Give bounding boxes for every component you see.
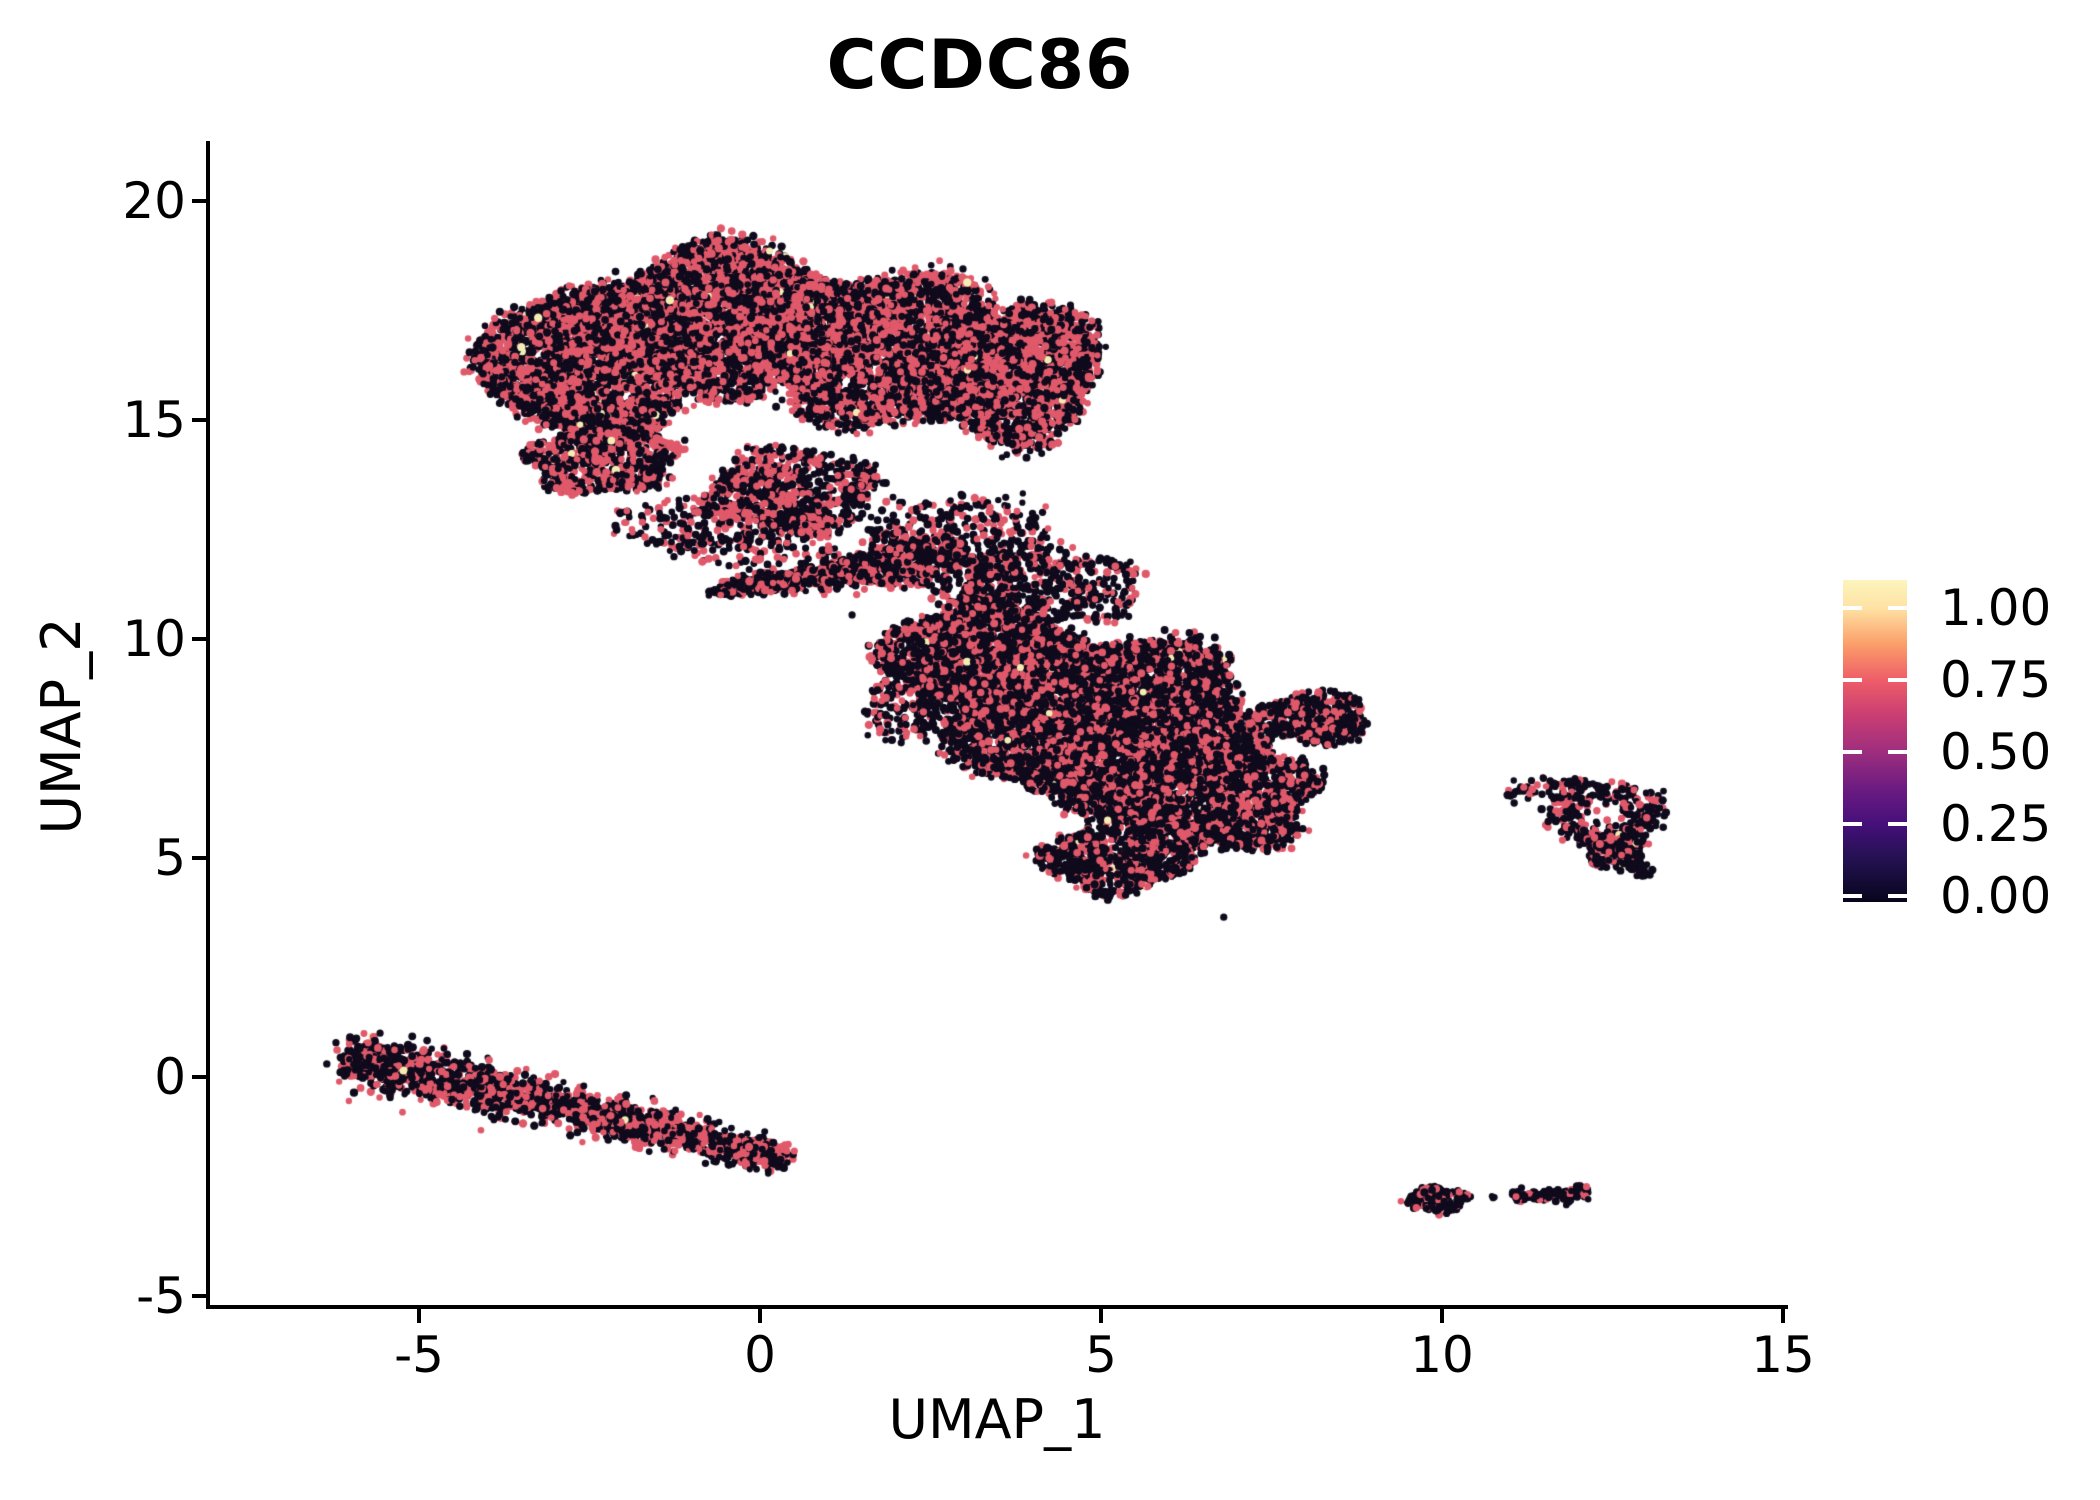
y-tick-mark-5 bbox=[192, 856, 206, 860]
x-tick-mark-5 bbox=[1099, 1309, 1103, 1323]
plot-title: CCDC86 bbox=[826, 26, 1134, 105]
y-tick-mark-15 bbox=[192, 418, 206, 422]
colorbar-tick-right-0.25 bbox=[1888, 822, 1907, 826]
y-tick-mark-10 bbox=[192, 637, 206, 641]
y-tick-mark--5 bbox=[192, 1294, 206, 1298]
colorbar-tick-right-0.5 bbox=[1888, 750, 1907, 754]
x-tick-mark--5 bbox=[417, 1309, 421, 1323]
colorbar-label-1.00: 1.00 bbox=[1940, 579, 2052, 637]
colorbar-tick-left-0.5 bbox=[1843, 750, 1862, 754]
y-tick-label-5: 5 bbox=[154, 829, 186, 887]
colorbar-label-0.00: 0.00 bbox=[1940, 867, 2052, 925]
colorbar-label-0.25: 0.25 bbox=[1940, 795, 2052, 853]
x-tick-label-15: 15 bbox=[1751, 1326, 1815, 1384]
x-tick-label-5: 5 bbox=[1085, 1326, 1117, 1384]
y-tick-label-0: 0 bbox=[154, 1048, 186, 1106]
x-tick-mark-0 bbox=[758, 1309, 762, 1323]
x-tick-label-10: 10 bbox=[1410, 1326, 1474, 1384]
y-axis-label: UMAP_2 bbox=[30, 617, 93, 835]
colorbar bbox=[1843, 580, 1907, 902]
x-tick-mark-10 bbox=[1440, 1309, 1444, 1323]
colorbar-tick-right-1 bbox=[1888, 606, 1907, 610]
colorbar-tick-left-0 bbox=[1843, 894, 1862, 898]
y-axis-line bbox=[206, 141, 210, 1309]
x-axis-line bbox=[206, 1305, 1788, 1309]
colorbar-tick-left-1 bbox=[1843, 606, 1862, 610]
x-tick-label-0: 0 bbox=[744, 1326, 776, 1384]
x-tick-label--5: -5 bbox=[394, 1326, 444, 1384]
y-tick-label--5: -5 bbox=[136, 1267, 186, 1325]
colorbar-tick-left-0.75 bbox=[1843, 678, 1862, 682]
y-tick-label-10: 10 bbox=[122, 610, 186, 668]
colorbar-tick-left-0.25 bbox=[1843, 822, 1862, 826]
colorbar-tick-right-0 bbox=[1888, 894, 1907, 898]
colorbar-label-0.75: 0.75 bbox=[1940, 651, 2052, 709]
colorbar-label-0.50: 0.50 bbox=[1940, 723, 2052, 781]
colorbar-tick-right-0.75 bbox=[1888, 678, 1907, 682]
y-tick-label-20: 20 bbox=[122, 172, 186, 230]
y-tick-mark-0 bbox=[192, 1075, 206, 1079]
x-axis-label: UMAP_1 bbox=[888, 1388, 1106, 1451]
y-tick-label-15: 15 bbox=[122, 391, 186, 449]
x-tick-mark-15 bbox=[1781, 1309, 1785, 1323]
y-tick-mark-20 bbox=[192, 199, 206, 203]
